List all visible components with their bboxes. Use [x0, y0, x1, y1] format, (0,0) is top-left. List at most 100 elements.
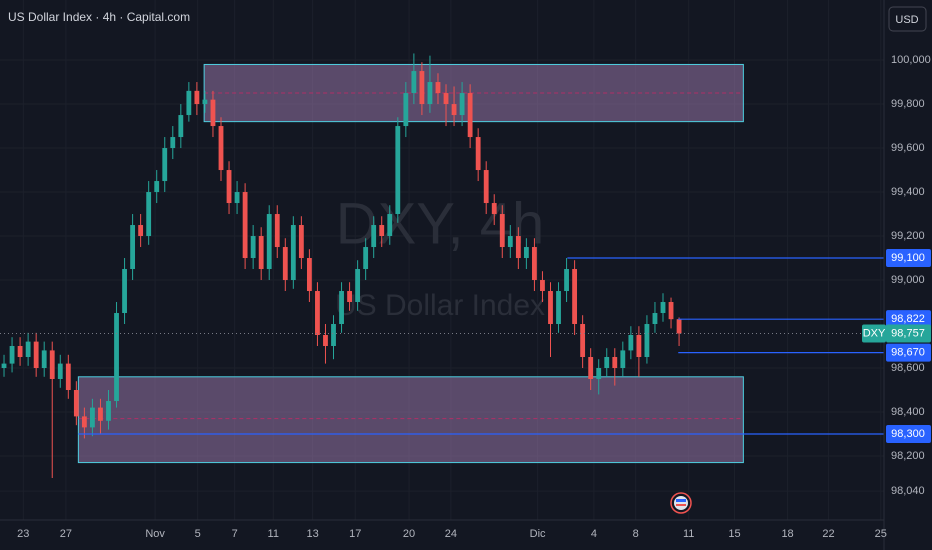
level-label-box — [886, 424, 931, 443]
candle-body — [467, 93, 473, 138]
candle-body — [194, 90, 200, 105]
level-label: 99,100 — [891, 252, 925, 264]
candle-body — [548, 291, 553, 325]
level-label-box — [886, 343, 931, 362]
candle-body — [515, 236, 521, 259]
candle-body — [628, 335, 634, 351]
currency-button[interactable] — [888, 6, 927, 32]
candle-body — [435, 82, 441, 94]
y-tick-label: 98,040 — [891, 485, 925, 497]
candle-body — [186, 90, 192, 116]
candle-body — [323, 335, 328, 347]
x-tick-label: 25 — [875, 528, 887, 540]
x-tick-label: 23 — [17, 528, 29, 540]
candle-body — [49, 350, 55, 380]
candle-body — [25, 341, 31, 358]
candle-body — [339, 291, 344, 325]
candle-body — [644, 324, 650, 358]
candle-body — [379, 225, 385, 237]
last-price-symbol-box — [862, 324, 886, 343]
x-tick-label: 15 — [728, 528, 740, 540]
candle-body — [572, 269, 578, 325]
x-tick-label: Dic — [530, 528, 546, 540]
candle-body — [483, 170, 489, 204]
candle-body — [98, 407, 103, 421]
candle-body — [636, 335, 642, 358]
candle-body — [298, 225, 304, 259]
y-tick-label: 98,600 — [891, 362, 925, 374]
x-tick-label: 4 — [591, 528, 597, 540]
candle-body — [250, 236, 256, 259]
candle-body — [178, 115, 184, 138]
candle-body — [90, 407, 95, 428]
x-tick-label: 24 — [445, 528, 457, 540]
y-tick-label: 99,400 — [891, 186, 925, 198]
candle-body — [17, 346, 23, 358]
calendar-icon[interactable] — [670, 492, 692, 514]
candle-body — [620, 350, 626, 369]
candle-body — [588, 357, 594, 380]
candle-body — [114, 313, 119, 401]
x-tick-label: 11 — [268, 528, 279, 540]
candle-body — [451, 104, 457, 116]
currency-label[interactable]: USD — [895, 14, 918, 26]
plot — [0, 53, 884, 478]
level-label: 98,822 — [891, 313, 925, 325]
watermark: DXY, 4h — [336, 191, 545, 256]
candle-body — [122, 269, 127, 314]
candle-body — [604, 357, 610, 369]
candle-body — [226, 170, 232, 204]
candle-body — [459, 93, 465, 116]
candle-body — [138, 225, 144, 237]
candle-body — [202, 99, 208, 105]
candle-body — [106, 400, 111, 421]
candle-body — [668, 302, 674, 320]
candle-body — [652, 313, 658, 325]
candle-body — [33, 341, 39, 369]
candle-body — [507, 236, 513, 248]
level-label: 98,300 — [891, 428, 925, 440]
candle-body — [1, 363, 7, 369]
candle-body — [146, 192, 152, 237]
candle-body — [57, 363, 63, 380]
candle-body — [331, 324, 336, 347]
candle-body — [395, 126, 401, 215]
candle-body — [596, 368, 602, 380]
candle-body — [170, 137, 176, 149]
candle-body — [290, 225, 296, 281]
candle-body — [491, 203, 497, 215]
x-tick-label: 20 — [403, 528, 415, 540]
candle-body — [258, 236, 264, 270]
level-label: 98,670 — [891, 347, 925, 359]
y-tick-label: 98,400 — [891, 406, 925, 418]
candle-body — [612, 357, 618, 369]
x-tick-label: 5 — [195, 528, 201, 540]
candle-body — [210, 99, 216, 127]
y-tick-label: 98,200 — [891, 450, 925, 462]
candle-body — [65, 363, 71, 390]
candle-body — [564, 269, 569, 292]
x-tick-label: Nov — [145, 528, 165, 540]
x-tick-label: 11 — [683, 528, 694, 540]
candle-body — [41, 350, 47, 369]
candle-body — [306, 258, 312, 292]
x-tick-label: 8 — [633, 528, 639, 540]
chart-title: US Dollar Index · 4h · Capital.com — [8, 10, 190, 24]
candle-body — [282, 247, 288, 281]
candle-body — [523, 247, 529, 259]
level-label-box — [886, 249, 931, 268]
candle-body — [355, 269, 361, 303]
y-tick-label: 99,200 — [891, 230, 925, 242]
candle-body — [580, 324, 586, 358]
candle-body — [419, 71, 425, 105]
candle-body — [81, 416, 87, 428]
candle-body — [443, 93, 449, 105]
candle-body — [540, 280, 545, 292]
x-tick-label: 7 — [232, 528, 238, 540]
candle-body — [242, 192, 248, 259]
last-price-label: 98,757 — [891, 327, 925, 339]
candle-body — [234, 192, 240, 204]
last-price-symbol: DXY — [863, 327, 886, 339]
candle-body — [532, 247, 537, 281]
